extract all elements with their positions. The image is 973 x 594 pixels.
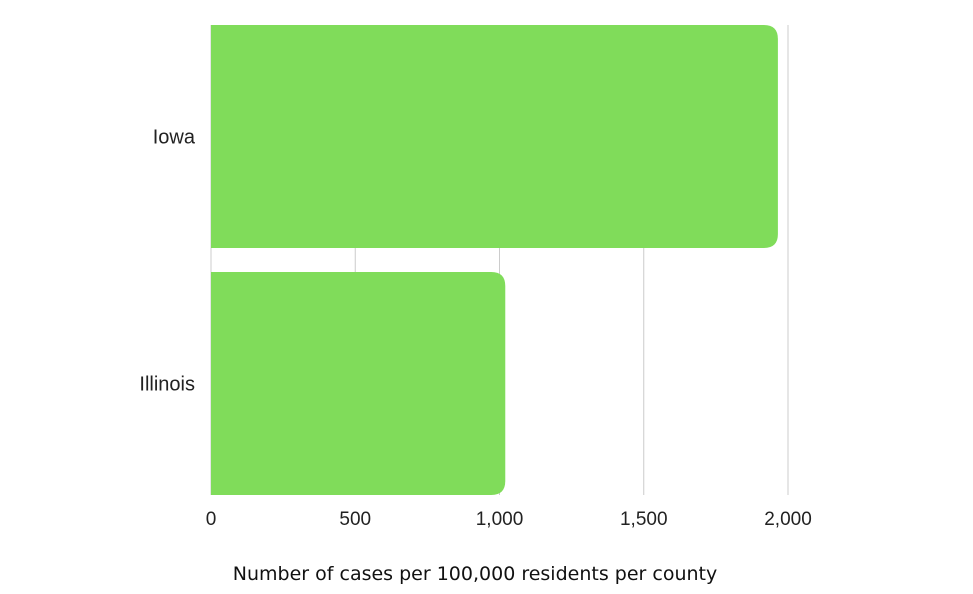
- bars: [211, 25, 778, 495]
- x-axis-title: Number of cases per 100,000 residents pe…: [233, 563, 717, 585]
- x-tick-label: 2,000: [764, 509, 812, 530]
- category-label-iowa: Iowa: [153, 127, 196, 149]
- x-tick-label: 1,500: [620, 509, 668, 530]
- x-tick-labels: 0 500 1,000 1,500 2,000: [206, 509, 812, 530]
- x-tick-label: 500: [339, 509, 371, 530]
- category-labels: Iowa Illinois: [139, 127, 195, 396]
- x-tick-label: 1,000: [476, 509, 524, 530]
- x-tick-label: 0: [206, 509, 217, 530]
- bar-illinois: [211, 272, 506, 495]
- bar-iowa: [211, 25, 778, 248]
- category-label-illinois: Illinois: [139, 374, 195, 396]
